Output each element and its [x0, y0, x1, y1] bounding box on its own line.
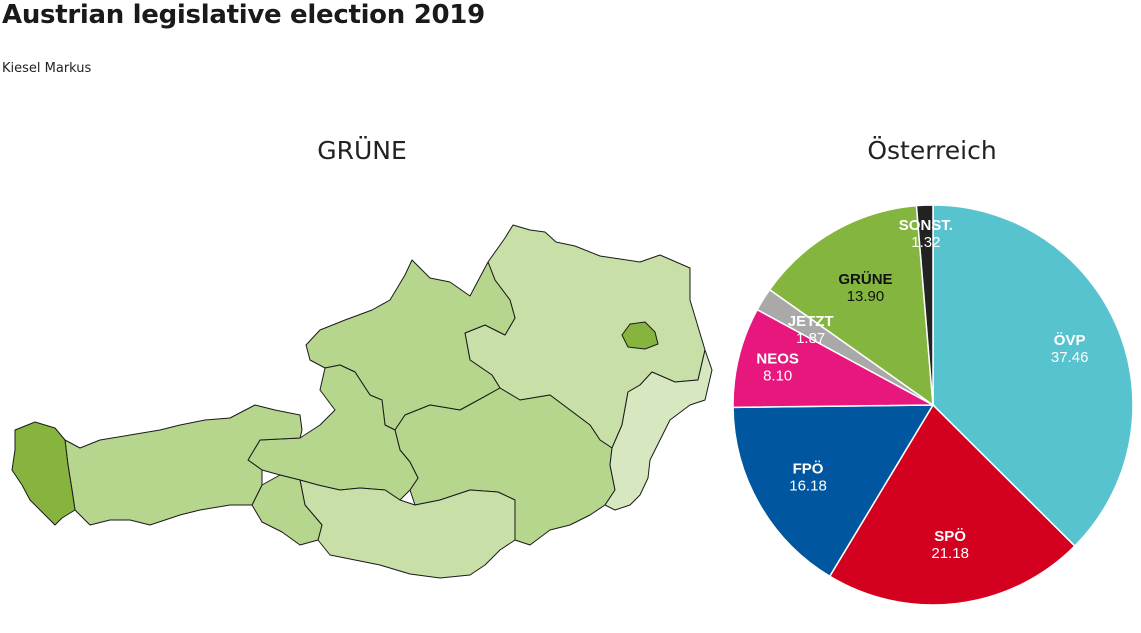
pie-slice-vp[interactable] — [932, 204, 1134, 548]
map-region-wien[interactable] — [621, 321, 659, 350]
map-region-burgenland[interactable] — [604, 349, 713, 511]
pie-label-value: 1.87 — [796, 330, 825, 347]
pie-title: Österreich — [867, 136, 997, 165]
map-region-kaernten[interactable] — [299, 479, 516, 579]
pie-label-name: NEOS — [756, 351, 799, 368]
pie-label-value: 8.10 — [763, 368, 792, 385]
pie-label-value: 16.18 — [789, 478, 827, 495]
pie-label-name: FPÖ — [793, 461, 824, 478]
pie-label-name: ÖVP — [1054, 332, 1086, 349]
pie-slices — [732, 204, 1134, 606]
pie-slice-fp[interactable] — [732, 404, 935, 578]
pie-label-name: GRÜNE — [838, 271, 892, 288]
pie-slice-grne[interactable] — [768, 204, 934, 407]
austria-map — [11, 224, 713, 579]
pie-slice-sp[interactable] — [828, 403, 1076, 606]
author-name: Kiesel Markus — [2, 61, 92, 76]
pie-label-name: JETZT — [788, 313, 834, 330]
pie-label-value: 13.90 — [847, 288, 885, 305]
map-region-osttirol[interactable] — [251, 474, 323, 546]
pie-slice-sonst[interactable] — [915, 204, 934, 406]
pie-label-value: 21.18 — [931, 545, 969, 562]
pie-label-value: 37.46 — [1051, 349, 1089, 366]
pie-slice-neos[interactable] — [732, 308, 936, 409]
pie-label-name: SONST. — [899, 217, 953, 234]
map-region-vorarlberg[interactable] — [11, 421, 76, 526]
pie-label-name: SPÖ — [934, 528, 966, 545]
map-title: GRÜNE — [317, 136, 407, 165]
page-title: Austrian legislative election 2019 — [2, 0, 485, 30]
map-region-steiermark[interactable] — [394, 387, 616, 546]
map-region-tirol[interactable] — [64, 404, 303, 526]
pie-label-value: 1.32 — [911, 234, 940, 251]
